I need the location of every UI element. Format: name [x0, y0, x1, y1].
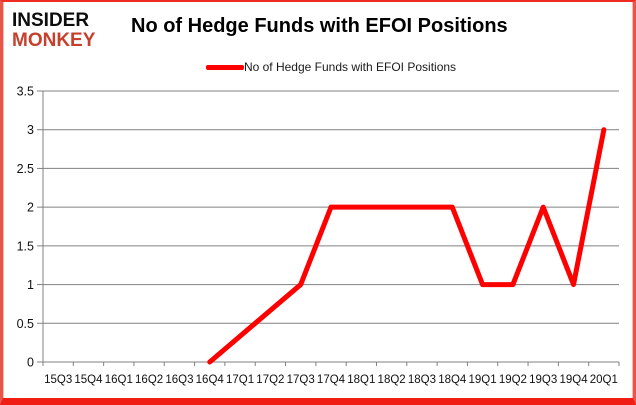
x-axis-label: 19Q3: [529, 374, 557, 386]
x-axis-label: 18Q3: [408, 374, 436, 386]
x-axis-label: 20Q1: [590, 374, 618, 386]
insider-monkey-logo: INSIDER MONKEY: [12, 11, 95, 51]
x-axis-label: 16Q2: [135, 374, 163, 386]
x-axis-label: 15Q3: [44, 374, 72, 386]
legend-line-swatch: [205, 64, 244, 70]
series-line: [207, 127, 607, 365]
y-axis-label: 0.5: [17, 317, 34, 331]
x-axis-label: 15Q4: [74, 374, 103, 386]
y-axis-label: 0: [27, 356, 34, 370]
y-axis-label: 3: [27, 123, 34, 137]
x-axis-label: 18Q2: [378, 374, 406, 386]
x-axis-label: 18Q1: [347, 374, 375, 386]
chart-title: No of Hedge Funds with EFOI Positions: [131, 15, 508, 37]
y-axis-label: 1: [27, 278, 34, 292]
x-axis-label: 16Q3: [165, 374, 193, 386]
x-axis-label: 16Q4: [196, 374, 225, 386]
legend-label: No of Hedge Funds with EFOI Positions: [243, 60, 457, 74]
logo-line-monkey: MONKEY: [12, 30, 96, 51]
x-axis-label: 19Q4: [559, 374, 588, 386]
line-chart: 0 0.5 1 1.5 2 2.5 3 3.5 15Q3 15Q4 16Q1 16Q2 16Q3 16Q4…: [17, 85, 620, 386]
y-axis-label: 2.5: [17, 162, 34, 176]
x-axis-label: 17Q2: [256, 374, 284, 386]
x-axis-label: 17Q3: [287, 374, 315, 386]
x-axis-label: 17Q1: [226, 374, 254, 386]
x-axis-label: 19Q1: [469, 374, 497, 386]
x-axis-label: 17Q4: [317, 374, 346, 386]
x-axis-label: 16Q1: [105, 374, 133, 386]
y-axis-label: 3.5: [17, 85, 34, 99]
x-axis-label: 18Q4: [438, 374, 467, 386]
y-axis-label: 2: [27, 201, 34, 215]
legend: No of Hedge Funds with EFOI Positions: [43, 58, 619, 76]
y-axis-label: 1.5: [17, 239, 34, 253]
x-axis-label: 19Q2: [499, 374, 527, 386]
logo-line-insider: INSIDER: [12, 10, 90, 31]
